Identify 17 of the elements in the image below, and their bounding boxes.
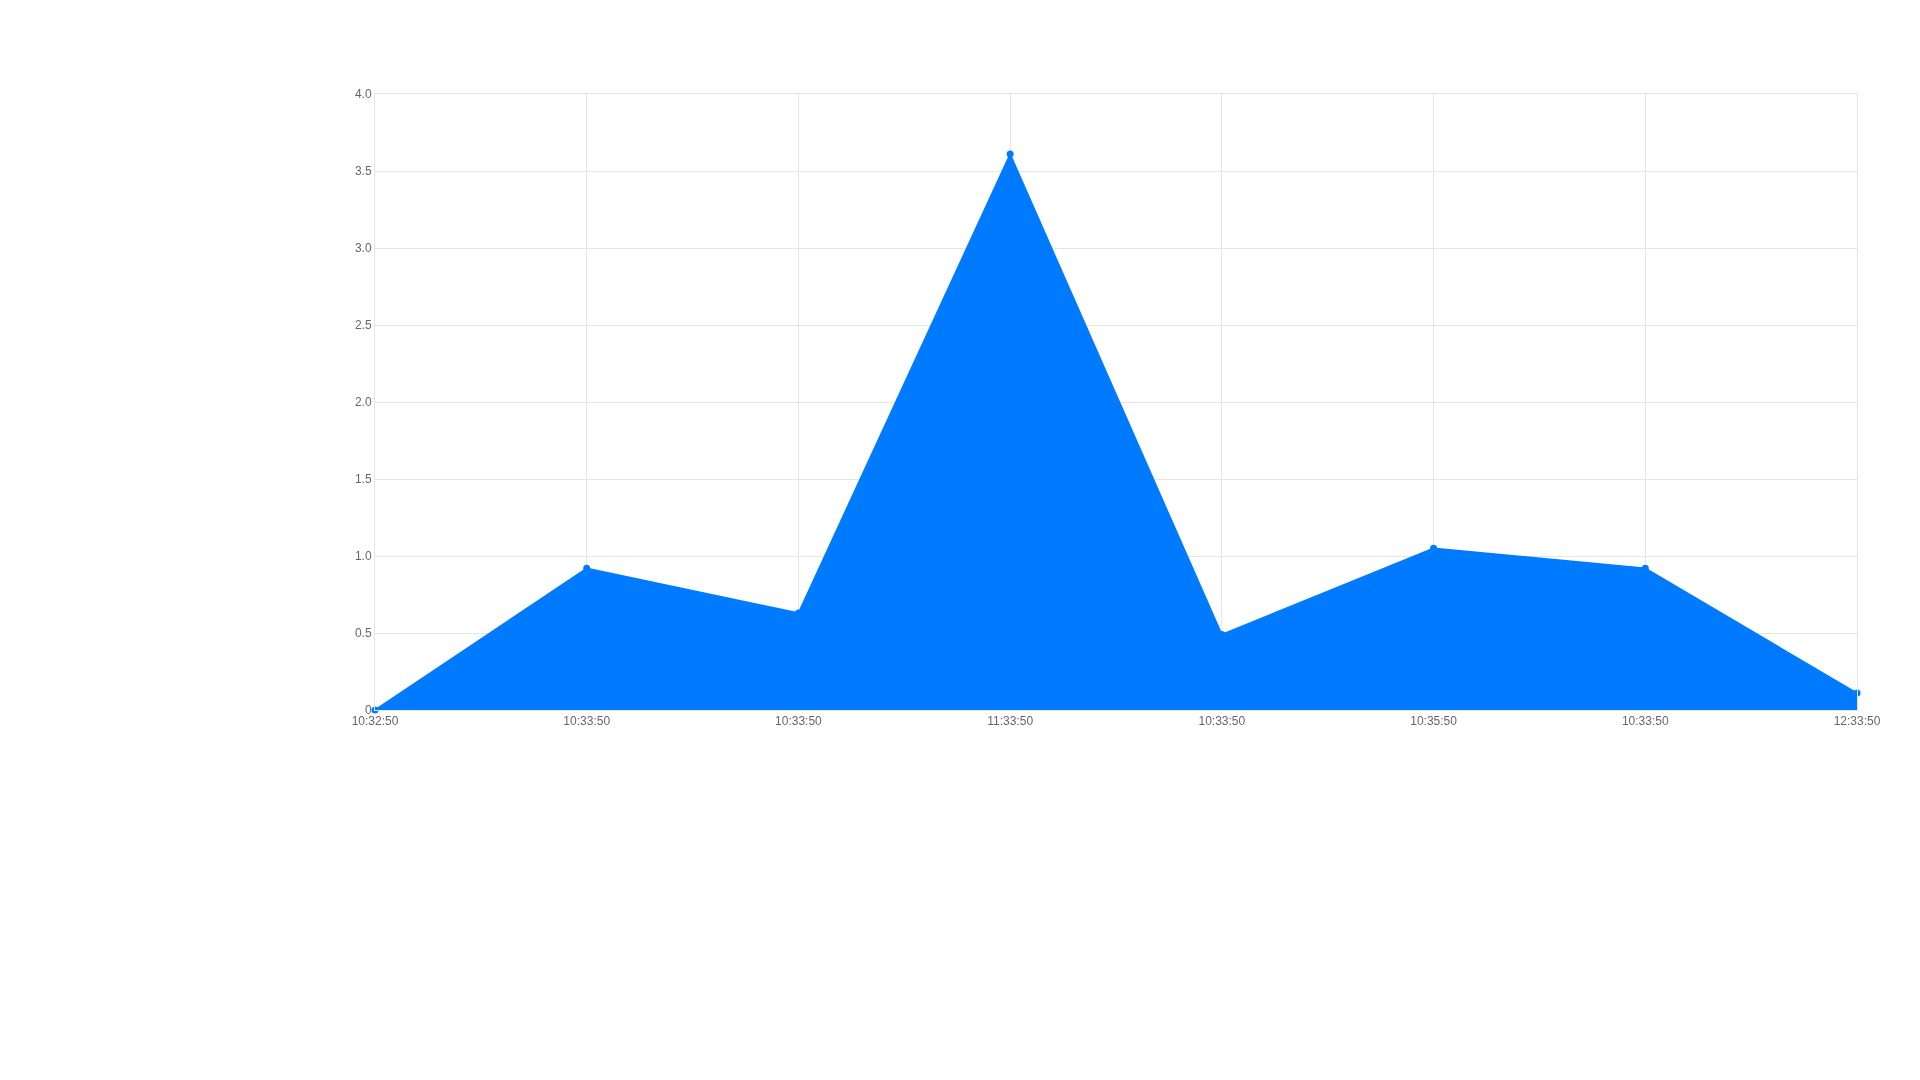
y-tick-label: 0.5 bbox=[354, 626, 372, 641]
y-tick-label: 1.0 bbox=[354, 549, 372, 564]
x-tick-label: 10:32:50 bbox=[351, 714, 399, 729]
y-tick-label: 3.0 bbox=[354, 241, 372, 256]
y-tick-label: 1.5 bbox=[354, 472, 372, 487]
x-tick-label: 10:33:50 bbox=[1621, 714, 1669, 729]
x-tick-label: 10:33:50 bbox=[563, 714, 611, 729]
x-tick-label: 12:33:50 bbox=[1833, 714, 1881, 729]
x-tick-label: 11:33:50 bbox=[987, 714, 1034, 729]
x-tick-label: 10:33:50 bbox=[775, 714, 823, 729]
y-tick-label: 4.0 bbox=[354, 87, 372, 102]
y-tick-label: 3.5 bbox=[354, 164, 372, 179]
x-tick-label: 10:35:50 bbox=[1410, 714, 1458, 729]
y-tick-label: 2.0 bbox=[354, 395, 372, 410]
point bbox=[1006, 150, 1014, 158]
x-tick-label: 10:33:50 bbox=[1198, 714, 1246, 729]
y-tick-label: 2.5 bbox=[354, 318, 372, 333]
